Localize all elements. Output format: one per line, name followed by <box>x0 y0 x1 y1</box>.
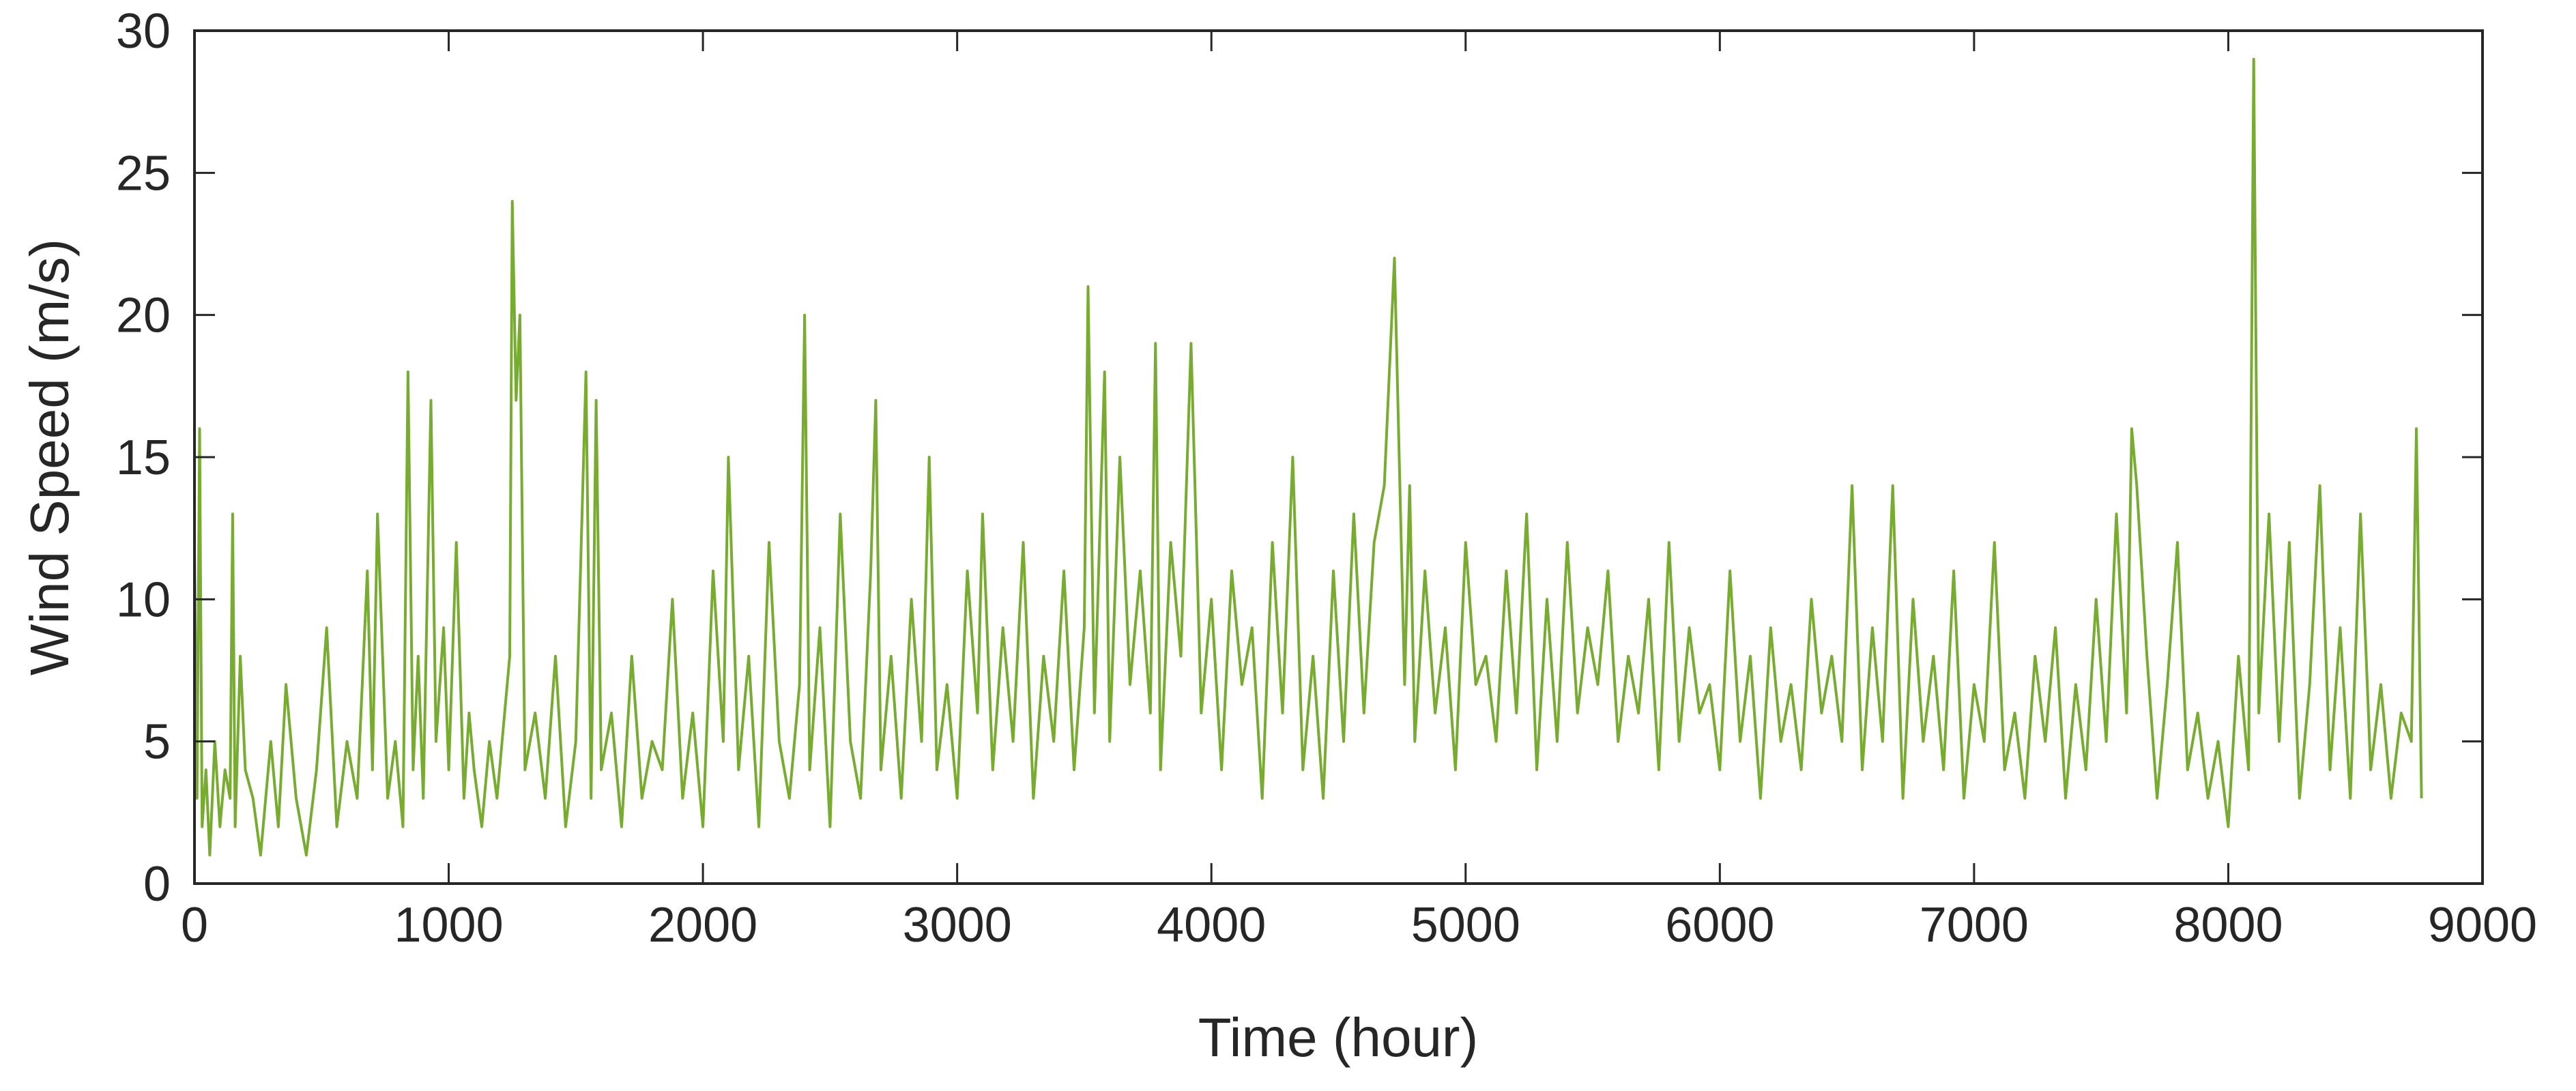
y-ticks: 0 5 10 15 20 25 30 <box>116 4 2483 912</box>
y-tick-label-6: 30 <box>116 4 171 59</box>
x-tick-label-3: 3000 <box>903 898 1012 952</box>
x-tick-label-8: 8000 <box>2173 898 2283 952</box>
plot-frame <box>193 29 2484 885</box>
x-axis-label: Time (hour) <box>1198 1007 1478 1068</box>
x-tick-label-5: 5000 <box>1411 898 1520 952</box>
y-tick-label-0: 0 <box>143 857 171 912</box>
y-tick-label-4: 20 <box>116 289 171 343</box>
y-tick-label-1: 5 <box>143 715 171 770</box>
x-tick-label-7: 7000 <box>1920 898 2029 952</box>
series-layer <box>193 57 2423 857</box>
x-ticks: 0 1000 2000 3000 4000 5000 6000 7000 8000 9000 <box>181 31 2537 952</box>
x-tick-label-6: 6000 <box>1665 898 1774 952</box>
x-tick-label-0: 0 <box>181 898 208 952</box>
x-tick-label-4: 4000 <box>1157 898 1266 952</box>
x-tick-label-1: 1000 <box>394 898 503 952</box>
y-tick-label-2: 10 <box>116 572 171 627</box>
x-tick-label-9: 9000 <box>2428 898 2537 952</box>
x-tick-label-2: 2000 <box>648 898 757 952</box>
y-tick-label-3: 15 <box>116 431 171 485</box>
y-tick-label-5: 25 <box>116 146 171 201</box>
series-line-0 <box>193 57 2423 857</box>
plot-area: 0 1000 2000 3000 4000 5000 6000 7000 8000 9000 0 5… <box>116 4 2537 952</box>
y-axis-label: Wind Speed (m/s) <box>19 239 80 675</box>
